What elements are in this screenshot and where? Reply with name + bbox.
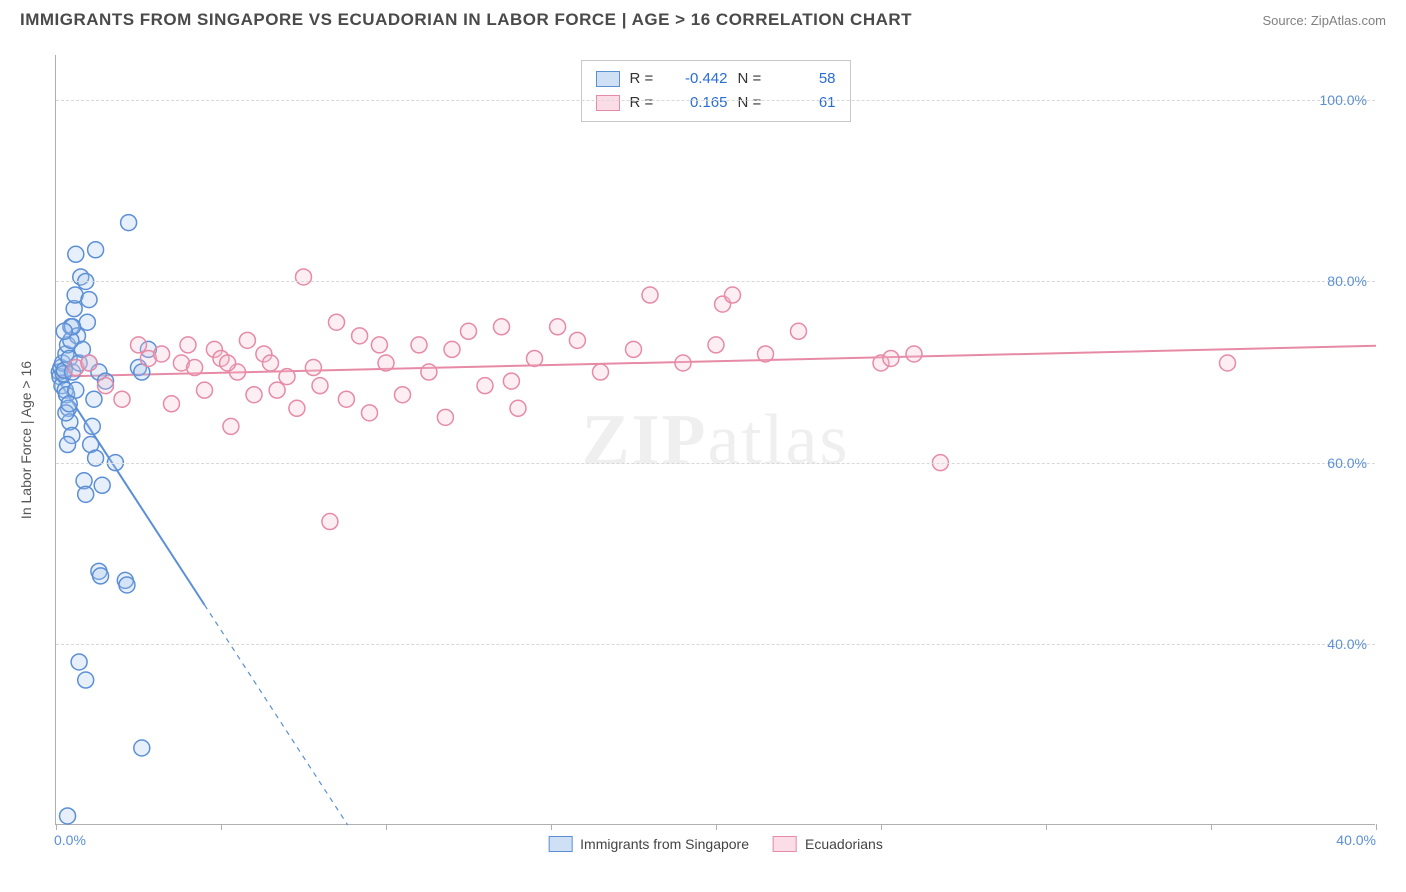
y-axis-label: In Labor Force | Age > 16 <box>18 360 34 518</box>
chart-source: Source: ZipAtlas.com <box>1262 13 1386 28</box>
x-tick-mark <box>551 824 552 830</box>
x-tick-mark <box>881 824 882 830</box>
legend-item-ecuadorians: Ecuadorians <box>773 836 883 852</box>
chart-svg <box>56 55 1375 824</box>
y-tick-label: 60.0% <box>1327 455 1367 471</box>
chart-header: IMMIGRANTS FROM SINGAPORE VS ECUADORIAN … <box>0 0 1406 34</box>
swatch-singapore-bottom <box>548 836 572 852</box>
x-tick-mark <box>1211 824 1212 830</box>
series-legend: Immigrants from Singapore Ecuadorians <box>548 836 883 852</box>
x-tick-mark <box>56 824 57 830</box>
legend-item-singapore: Immigrants from Singapore <box>548 836 749 852</box>
swatch-ecuadorians-bottom <box>773 836 797 852</box>
y-tick-label: 80.0% <box>1327 273 1367 289</box>
gridline <box>56 100 1375 101</box>
x-tick-label: 0.0% <box>54 832 86 848</box>
x-tick-mark <box>221 824 222 830</box>
x-tick-mark <box>1376 824 1377 830</box>
chart-title: IMMIGRANTS FROM SINGAPORE VS ECUADORIAN … <box>20 10 912 30</box>
y-tick-label: 40.0% <box>1327 636 1367 652</box>
y-tick-label: 100.0% <box>1320 92 1367 108</box>
chart-plot-area: In Labor Force | Age > 16 ZIPatlas R = -… <box>55 55 1375 825</box>
x-tick-mark <box>716 824 717 830</box>
x-tick-mark <box>386 824 387 830</box>
gridline <box>56 463 1375 464</box>
gridline <box>56 644 1375 645</box>
x-tick-mark <box>1046 824 1047 830</box>
gridline <box>56 281 1375 282</box>
x-tick-label: 40.0% <box>1336 832 1376 848</box>
